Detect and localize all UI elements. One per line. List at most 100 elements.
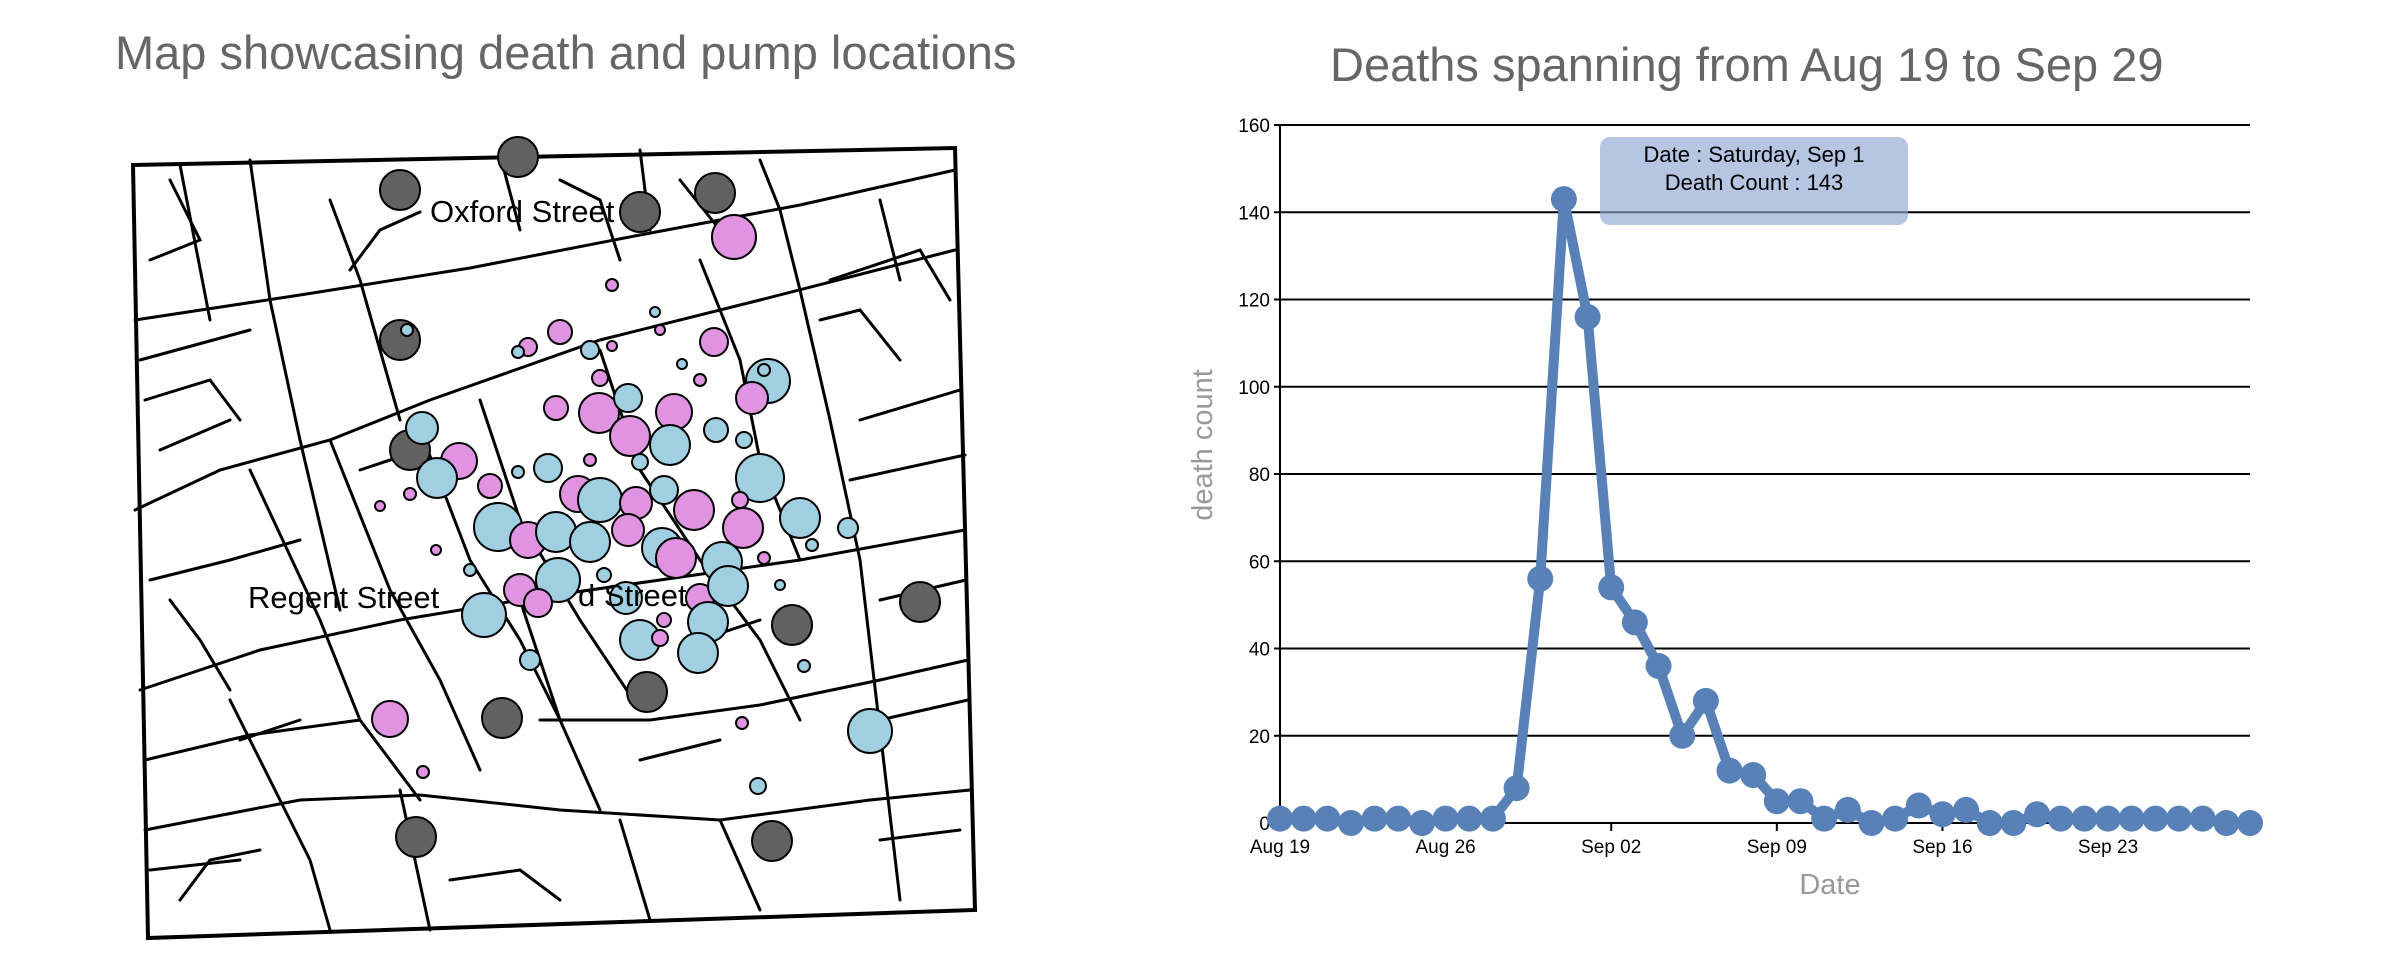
death-marker: [519, 649, 541, 671]
street-label-broad: d Street: [578, 578, 687, 613]
y-tick-label: 0: [1259, 814, 1270, 835]
y-tick-label: 140: [1238, 203, 1270, 224]
death-marker: [609, 415, 651, 457]
death-marker: [371, 700, 409, 738]
data-point[interactable]: [1858, 810, 1885, 836]
death-marker: [757, 363, 771, 377]
data-point[interactable]: [1337, 810, 1364, 836]
data-point[interactable]: [1361, 805, 1388, 832]
pump-marker: [694, 172, 736, 214]
data-point[interactable]: [2142, 805, 2169, 832]
death-marker: [511, 345, 525, 359]
death-marker: [543, 395, 569, 421]
data-point[interactable]: [1882, 805, 1909, 832]
death-marker: [837, 517, 859, 539]
pump-marker: [751, 820, 793, 862]
data-point[interactable]: [1716, 757, 1743, 784]
y-tick-label: 100: [1238, 378, 1270, 399]
data-point[interactable]: [1408, 810, 1435, 836]
pump-marker: [395, 816, 437, 858]
data-point[interactable]: [1811, 805, 1838, 832]
death-markers: [371, 214, 893, 795]
death-marker: [606, 340, 618, 352]
death-marker: [673, 489, 715, 531]
data-point[interactable]: [1621, 609, 1648, 636]
data-point[interactable]: [1267, 805, 1293, 832]
data-point[interactable]: [2071, 805, 2098, 832]
series-line: [1280, 194, 2250, 828]
map-title: Map showcasing death and pump locations: [115, 26, 1017, 79]
death-pump-map[interactable]: Oxford Street Regent Street d Street: [0, 0, 1000, 953]
death-marker: [711, 214, 757, 260]
death-marker: [654, 324, 666, 336]
death-marker: [735, 453, 785, 503]
pump-marker: [481, 697, 523, 739]
data-point[interactable]: [2047, 805, 2074, 832]
x-tick-label: Sep 23: [2078, 837, 2138, 858]
data-point[interactable]: [1456, 805, 1483, 832]
death-marker: [374, 500, 386, 512]
data-point[interactable]: [1834, 796, 1861, 823]
data-point[interactable]: [1385, 805, 1412, 832]
y-tick-label: 80: [1249, 465, 1270, 486]
data-point[interactable]: [1598, 574, 1625, 601]
death-marker: [649, 306, 661, 318]
data-point[interactable]: [2189, 805, 2216, 832]
data-point-tooltip: Date : Saturday, Sep 1 Death Count : 143: [1600, 137, 1908, 225]
x-tick-label: Sep 02: [1581, 837, 1641, 858]
data-point[interactable]: [1645, 652, 1672, 679]
data-point[interactable]: [1692, 687, 1719, 714]
death-marker: [735, 431, 753, 449]
street-network: [130, 145, 978, 941]
data-point[interactable]: [2024, 801, 2051, 828]
death-marker: [735, 381, 769, 415]
data-point[interactable]: [2095, 805, 2122, 832]
data-point[interactable]: [1290, 805, 1317, 832]
pump-marker: [899, 581, 941, 623]
data-point[interactable]: [2118, 805, 2145, 832]
series-points[interactable]: [1267, 186, 2263, 836]
death-marker: [569, 521, 611, 563]
data-point[interactable]: [2237, 810, 2263, 836]
death-marker: [583, 453, 597, 467]
data-point[interactable]: [1763, 788, 1790, 815]
pump-marker: [619, 191, 661, 233]
x-tick-label: Aug 26: [1415, 837, 1475, 858]
data-point[interactable]: [1953, 796, 1980, 823]
data-point[interactable]: [1432, 805, 1459, 832]
street-labels: Oxford Street Regent Street d Street: [248, 194, 687, 615]
data-point[interactable]: [1740, 762, 1767, 789]
pump-marker: [379, 169, 421, 211]
death-marker: [591, 369, 609, 387]
death-marker: [533, 453, 563, 483]
death-marker: [699, 327, 729, 357]
death-marker: [656, 612, 672, 628]
data-point[interactable]: [2000, 810, 2027, 836]
pump-marker: [626, 671, 668, 713]
data-point[interactable]: [1479, 805, 1506, 832]
y-axis-label: death count: [1187, 369, 1219, 521]
pump-marker: [379, 319, 421, 361]
death-marker: [605, 278, 619, 292]
death-marker: [578, 392, 620, 434]
data-point[interactable]: [1550, 186, 1577, 213]
data-point[interactable]: [1314, 805, 1341, 832]
data-point[interactable]: [1669, 722, 1696, 749]
data-point[interactable]: [2213, 810, 2240, 836]
death-marker: [596, 567, 612, 583]
data-point[interactable]: [1527, 565, 1554, 592]
data-point[interactable]: [1574, 303, 1601, 330]
death-marker: [779, 497, 821, 539]
data-point[interactable]: [1929, 801, 1956, 828]
data-point[interactable]: [1976, 810, 2003, 836]
data-point[interactable]: [1787, 788, 1814, 815]
death-marker: [655, 537, 697, 579]
deaths-line-chart[interactable]: 0 20 40 60 80 100 120 140 160 Aug 19 Aug 26 Sep 02…: [1180, 90, 2380, 920]
death-marker: [580, 340, 600, 360]
data-point[interactable]: [1905, 792, 1932, 819]
y-tick-label: 60: [1249, 552, 1270, 573]
data-point[interactable]: [1503, 775, 1530, 802]
death-marker: [693, 373, 707, 387]
data-point[interactable]: [2166, 805, 2193, 832]
death-marker: [707, 565, 749, 607]
